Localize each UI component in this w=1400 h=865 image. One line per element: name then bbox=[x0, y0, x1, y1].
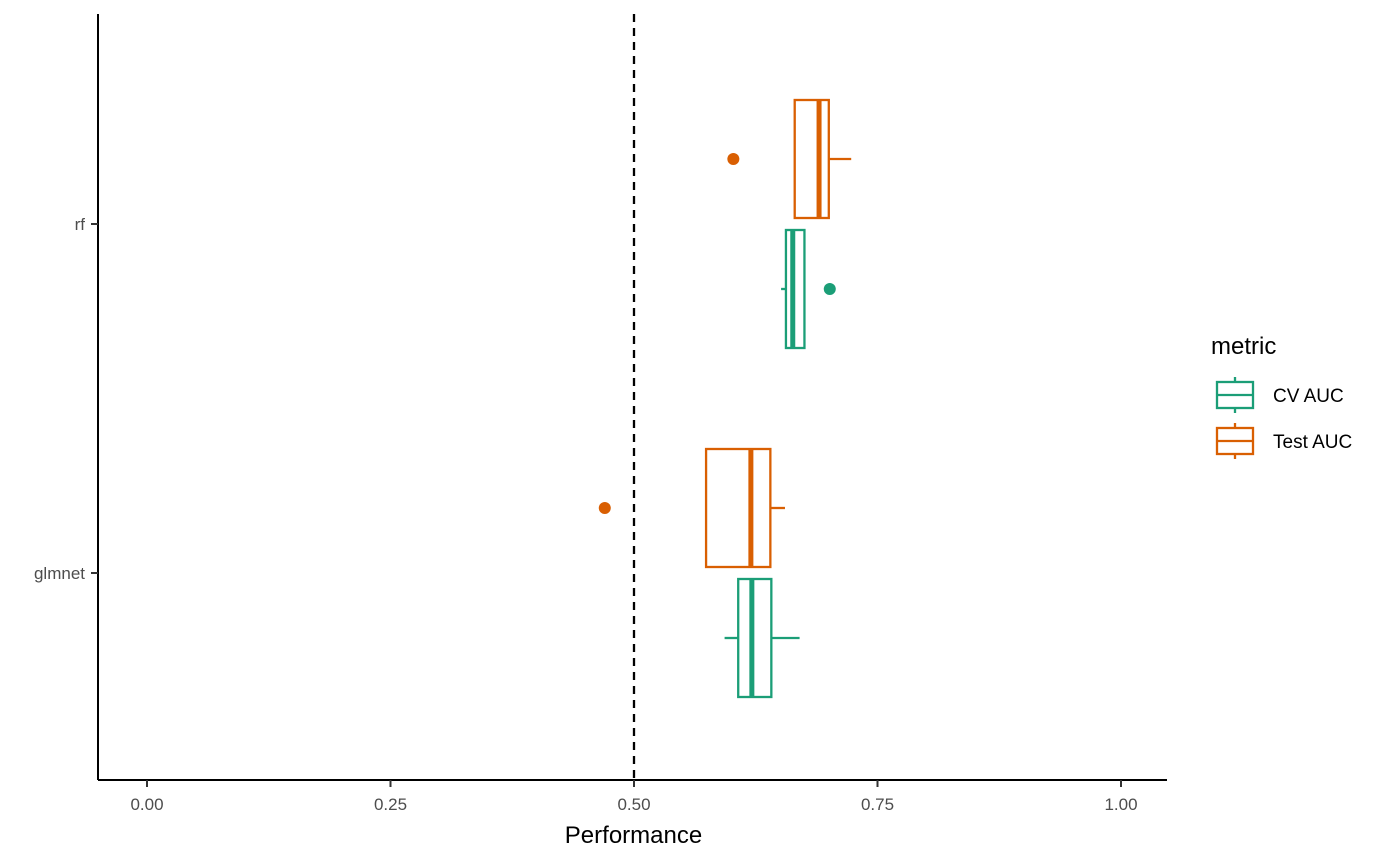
box-cv-auc-glmnet bbox=[724, 577, 800, 699]
y-tick-label: rf bbox=[75, 215, 86, 234]
box-test-auc-rf bbox=[727, 98, 852, 220]
x-tick-label: 1.00 bbox=[1104, 795, 1137, 814]
legend-label: Test AUC bbox=[1273, 432, 1352, 453]
legend: metric CV AUC Test AUC bbox=[1211, 333, 1352, 459]
x-tick-label: 0.00 bbox=[130, 795, 163, 814]
y-axis-ticks: glmnet rf bbox=[34, 215, 98, 583]
box-test-auc-glmnet bbox=[598, 447, 785, 569]
plot-area bbox=[598, 14, 852, 780]
x-axis-title: Performance bbox=[565, 822, 702, 849]
outlier-point bbox=[598, 502, 611, 514]
outlier-point bbox=[823, 283, 836, 295]
box-body bbox=[793, 98, 830, 220]
legend-title: metric bbox=[1211, 333, 1276, 360]
x-tick-label: 0.75 bbox=[861, 795, 894, 814]
x-tick-label: 0.25 bbox=[374, 795, 407, 814]
x-tick-label: 0.50 bbox=[617, 795, 650, 814]
legend-item-cv-auc: CV AUC bbox=[1215, 377, 1344, 413]
box-body bbox=[704, 447, 772, 569]
y-tick-label: glmnet bbox=[34, 564, 85, 583]
box-body bbox=[737, 577, 773, 699]
outlier-point bbox=[727, 153, 740, 165]
box-cv-auc-rf bbox=[781, 228, 836, 350]
legend-label: CV AUC bbox=[1273, 386, 1344, 407]
legend-item-test-auc: Test AUC bbox=[1215, 423, 1352, 459]
x-axis-ticks: 0.00 0.25 0.50 0.75 1.00 bbox=[130, 780, 1138, 814]
